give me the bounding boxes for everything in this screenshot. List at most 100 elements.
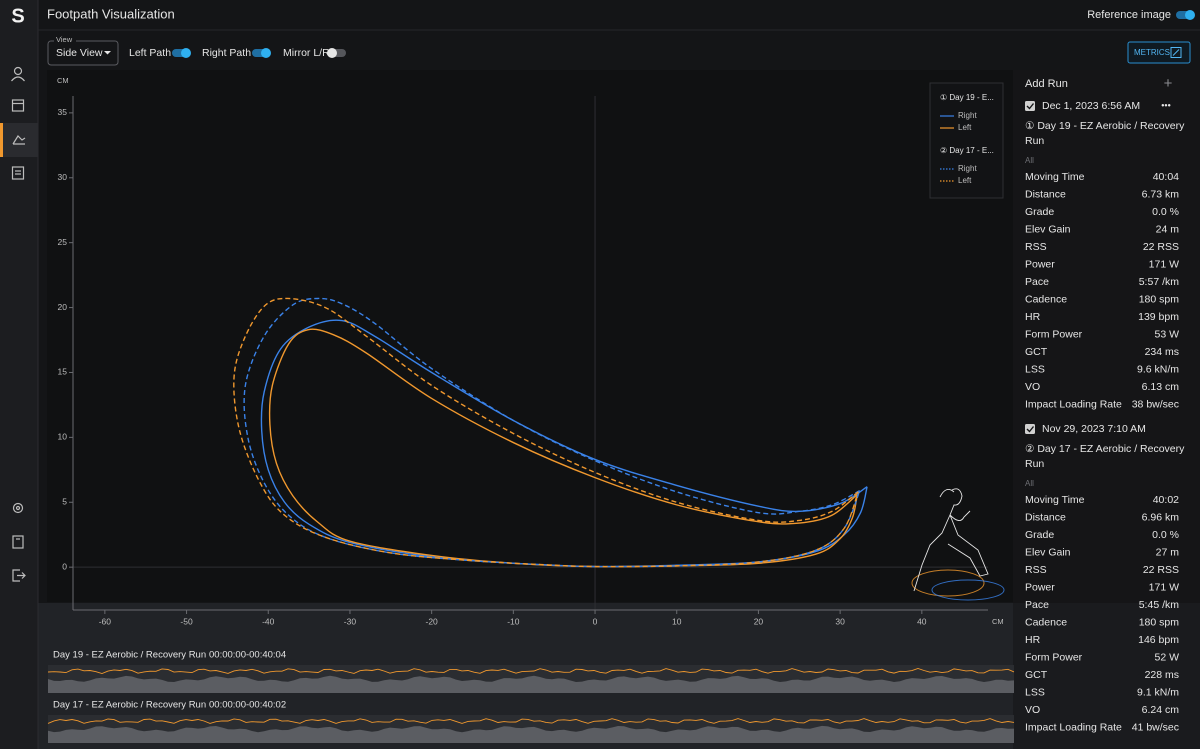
legend-group-title: ① Day 19 - E... bbox=[940, 93, 994, 102]
x-tick-label: 30 bbox=[835, 616, 845, 626]
nav-icons bbox=[0, 66, 38, 582]
right-path-label: Right Path bbox=[202, 47, 251, 59]
metric-label: Grade bbox=[1025, 529, 1054, 541]
nav-report[interactable] bbox=[11, 166, 25, 180]
legend-label: Left bbox=[958, 123, 972, 132]
metric-value: 40:04 bbox=[1153, 171, 1179, 183]
x-tick-label: 20 bbox=[754, 616, 764, 626]
y-tick-label: 25 bbox=[58, 237, 68, 247]
metric-value: 6.73 km bbox=[1142, 188, 1180, 200]
x-tick-label: -20 bbox=[425, 616, 438, 626]
x-tick-label: -30 bbox=[344, 616, 357, 626]
metric-value: 41 bw/sec bbox=[1132, 721, 1179, 733]
reference-image-toggle[interactable] bbox=[1176, 10, 1195, 20]
x-tick-label: 10 bbox=[672, 616, 682, 626]
metric-value: 139 bpm bbox=[1138, 311, 1179, 323]
timeline-line bbox=[47, 718, 1015, 724]
y-tick-label: 5 bbox=[62, 497, 67, 507]
view-label: View bbox=[56, 35, 73, 44]
timelines: Day 19 - EZ Aerobic / Recovery Run 00:00:… bbox=[47, 650, 1015, 743]
metric-value: 5:45 /km bbox=[1139, 599, 1180, 611]
metric-label: Elev Gain bbox=[1025, 546, 1071, 558]
metric-label: Elev Gain bbox=[1025, 223, 1071, 235]
metric-value: 6.13 cm bbox=[1142, 381, 1180, 393]
nav-settings[interactable] bbox=[12, 502, 24, 514]
metric-label: LSS bbox=[1025, 686, 1045, 698]
x-tick-label: 40 bbox=[917, 616, 927, 626]
metric-label: GCT bbox=[1025, 346, 1048, 358]
nav-active-bar bbox=[0, 123, 3, 157]
metric-label: Distance bbox=[1025, 188, 1066, 200]
metrics-button-label: METRICS bbox=[1134, 48, 1170, 57]
timeline-range: 00:00:00-00:40:04 bbox=[209, 650, 286, 661]
metric-value: 171 W bbox=[1149, 581, 1179, 593]
legend-label: Left bbox=[958, 176, 972, 185]
x-tick-label: -60 bbox=[99, 616, 112, 626]
run-title: ① Day 19 - EZ Aerobic / Recovery Run bbox=[1025, 120, 1185, 147]
metric-value: 0.0 % bbox=[1152, 529, 1179, 541]
run-checkbox[interactable] bbox=[1025, 101, 1035, 111]
chart-area bbox=[47, 70, 1013, 602]
view-dropdown[interactable] bbox=[47, 40, 119, 66]
y-tick-label: 20 bbox=[58, 302, 68, 312]
metric-label: HR bbox=[1025, 311, 1041, 323]
run-checkbox[interactable] bbox=[1025, 424, 1035, 434]
run-title-box: ② Day 17 - EZ Aerobic / Recovery Run bbox=[1025, 443, 1185, 470]
nav-logout[interactable] bbox=[12, 569, 26, 582]
metric-label: LSS bbox=[1025, 363, 1045, 375]
nav-calendar[interactable] bbox=[11, 99, 25, 112]
footpath-curve bbox=[243, 297, 861, 568]
metric-value: 171 W bbox=[1149, 258, 1179, 270]
timeline-area bbox=[48, 725, 1014, 743]
metric-label: RSS bbox=[1025, 564, 1047, 576]
metric-label: HR bbox=[1025, 634, 1041, 646]
timeline-name: Day 17 - EZ Aerobic / Recovery Run bbox=[53, 700, 206, 711]
y-tick-label: 15 bbox=[58, 367, 68, 377]
timeline-range: 00:00:00-00:40:02 bbox=[209, 700, 286, 711]
metric-label: Cadence bbox=[1025, 293, 1067, 305]
metric-value: 38 bw/sec bbox=[1132, 398, 1179, 410]
metric-label: GCT bbox=[1025, 669, 1048, 681]
chart: -60 -50 -40 -30 -20 -10 0 10 20 30 40 0 5 10 15 20 25 30 3… bbox=[57, 76, 1004, 626]
run-date: Dec 1, 2023 6:56 AM bbox=[1042, 100, 1140, 112]
logo[interactable]: S bbox=[11, 5, 24, 27]
nav-help[interactable] bbox=[12, 535, 24, 549]
metrics-button-icon bbox=[1170, 47, 1182, 58]
timeline-name: Day 19 - EZ Aerobic / Recovery Run bbox=[53, 650, 206, 661]
x-axis-label: CM bbox=[992, 617, 1004, 626]
y-tick-label: 10 bbox=[58, 432, 68, 442]
nav-active-bg bbox=[0, 123, 38, 157]
run-title: ② Day 17 - EZ Aerobic / Recovery Run bbox=[1025, 443, 1185, 470]
legend-box bbox=[929, 82, 1004, 199]
nav-profile[interactable] bbox=[11, 66, 25, 82]
left-path-toggle[interactable] bbox=[172, 48, 191, 58]
metric-label: VO bbox=[1025, 381, 1040, 393]
run-filter: All bbox=[1025, 156, 1034, 165]
metric-value: 24 m bbox=[1156, 223, 1180, 235]
y-axis-label: CM bbox=[57, 76, 69, 85]
mirror-toggle[interactable] bbox=[327, 48, 346, 58]
right-path-toggle[interactable] bbox=[252, 48, 271, 58]
metric-value: 228 ms bbox=[1145, 669, 1179, 681]
timeline-line bbox=[47, 668, 1015, 674]
run-checkmark bbox=[1026, 426, 1035, 433]
metric-label: Form Power bbox=[1025, 651, 1083, 663]
nav-footpath[interactable] bbox=[12, 135, 26, 145]
metric-label: Pace bbox=[1025, 599, 1049, 611]
add-run-icon[interactable]: + bbox=[1164, 75, 1173, 92]
metric-value: 40:02 bbox=[1153, 494, 1179, 506]
legend-label: Right bbox=[958, 111, 977, 120]
metric-label: Moving Time bbox=[1025, 171, 1085, 183]
y-tick-label: 0 bbox=[62, 561, 67, 571]
run-menu[interactable]: ••• bbox=[1161, 100, 1170, 110]
legend-group-title: ② Day 17 - E... bbox=[940, 146, 994, 155]
metrics-panel bbox=[1013, 70, 1200, 749]
metric-label: RSS bbox=[1025, 241, 1047, 253]
metric-label: Impact Loading Rate bbox=[1025, 398, 1122, 410]
reference-image-label: Reference image bbox=[1087, 9, 1171, 21]
add-run-label[interactable]: Add Run bbox=[1025, 78, 1068, 90]
metric-label: Grade bbox=[1025, 206, 1054, 218]
metric-label: Power bbox=[1025, 581, 1055, 593]
run-date: Nov 29, 2023 7:10 AM bbox=[1042, 423, 1146, 435]
metric-value: 22 RSS bbox=[1143, 241, 1179, 253]
